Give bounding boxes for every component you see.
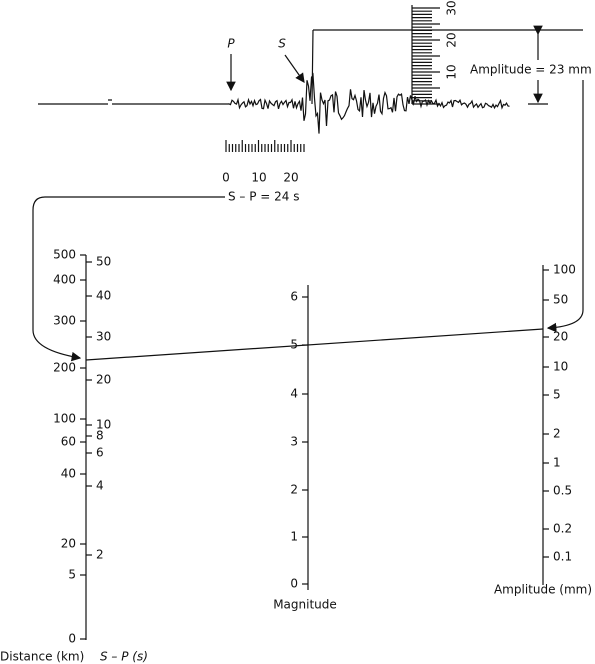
amplitude-label: 20 [553,330,568,344]
sp-note: S – P = 24 s [228,190,300,204]
sp-label: 6 [96,446,104,460]
amplitude-label: 5 [553,388,561,402]
s-arrow [284,54,305,83]
sp-label: 10 [96,418,111,432]
distance-label: 40 [61,467,76,481]
distance-label: 200 [53,361,76,375]
time-label: 20 [283,171,298,185]
distance-label: 5 [68,568,76,582]
baseline [38,99,228,105]
magnitude-label: 6 [290,290,298,304]
sp-label: 20 [96,373,111,387]
p-label: P [227,37,235,51]
ruler-label: 30 [445,0,459,15]
distance-label: 100 [53,412,76,426]
reading-line [85,328,544,361]
magnitude-label: 4 [290,387,298,401]
magnitude-title: Magnitude [273,598,337,612]
sp-label: 2 [96,548,104,562]
amplitude-title: Amplitude (mm) [494,583,592,597]
sp-label: 8 [96,429,104,443]
amplitude-label: 2 [553,427,561,441]
distance-label: 0 [68,632,76,646]
sp-label: 4 [96,479,104,493]
seismogram-trace [227,29,510,134]
magnitude-label: 0 [290,577,298,591]
distance-label: 500 [53,248,76,262]
amplitude-label: 10 [553,360,568,374]
time-label: 0 [222,171,230,185]
distance-label: 400 [53,273,76,287]
distance-label: 300 [53,314,76,328]
amplitude-label: 0.5 [553,484,572,498]
amplitude-label: 1 [553,456,561,470]
sp-label: 40 [96,289,111,303]
magnitude-label: 5 [290,338,298,352]
distance-label: 20 [61,537,76,551]
sp-connector [32,196,225,362]
amp-connector [546,80,584,333]
distance-title: Distance (km) [0,650,84,664]
time-label: 10 [251,171,266,185]
sp-label: 30 [96,330,111,344]
note-bg [466,60,586,80]
magnitude-label: 2 [290,483,298,497]
sp-title: S – P (s) [100,650,148,664]
distance-label: 60 [61,435,76,449]
magnitude-label: 1 [290,530,298,544]
ruler-label: 20 [445,32,459,47]
amplitude-label: 100 [553,263,576,277]
ruler-label: 10 [445,64,459,79]
amplitude-label: 0.2 [553,522,572,536]
s-label: S [278,37,286,51]
amplitude-label: 50 [553,293,568,307]
magnitude-label: 3 [290,435,298,449]
sp-label: 50 [96,255,111,269]
amplitude-note: Amplitude = 23 mm [470,63,592,77]
amplitude-label: 0.1 [553,550,572,564]
